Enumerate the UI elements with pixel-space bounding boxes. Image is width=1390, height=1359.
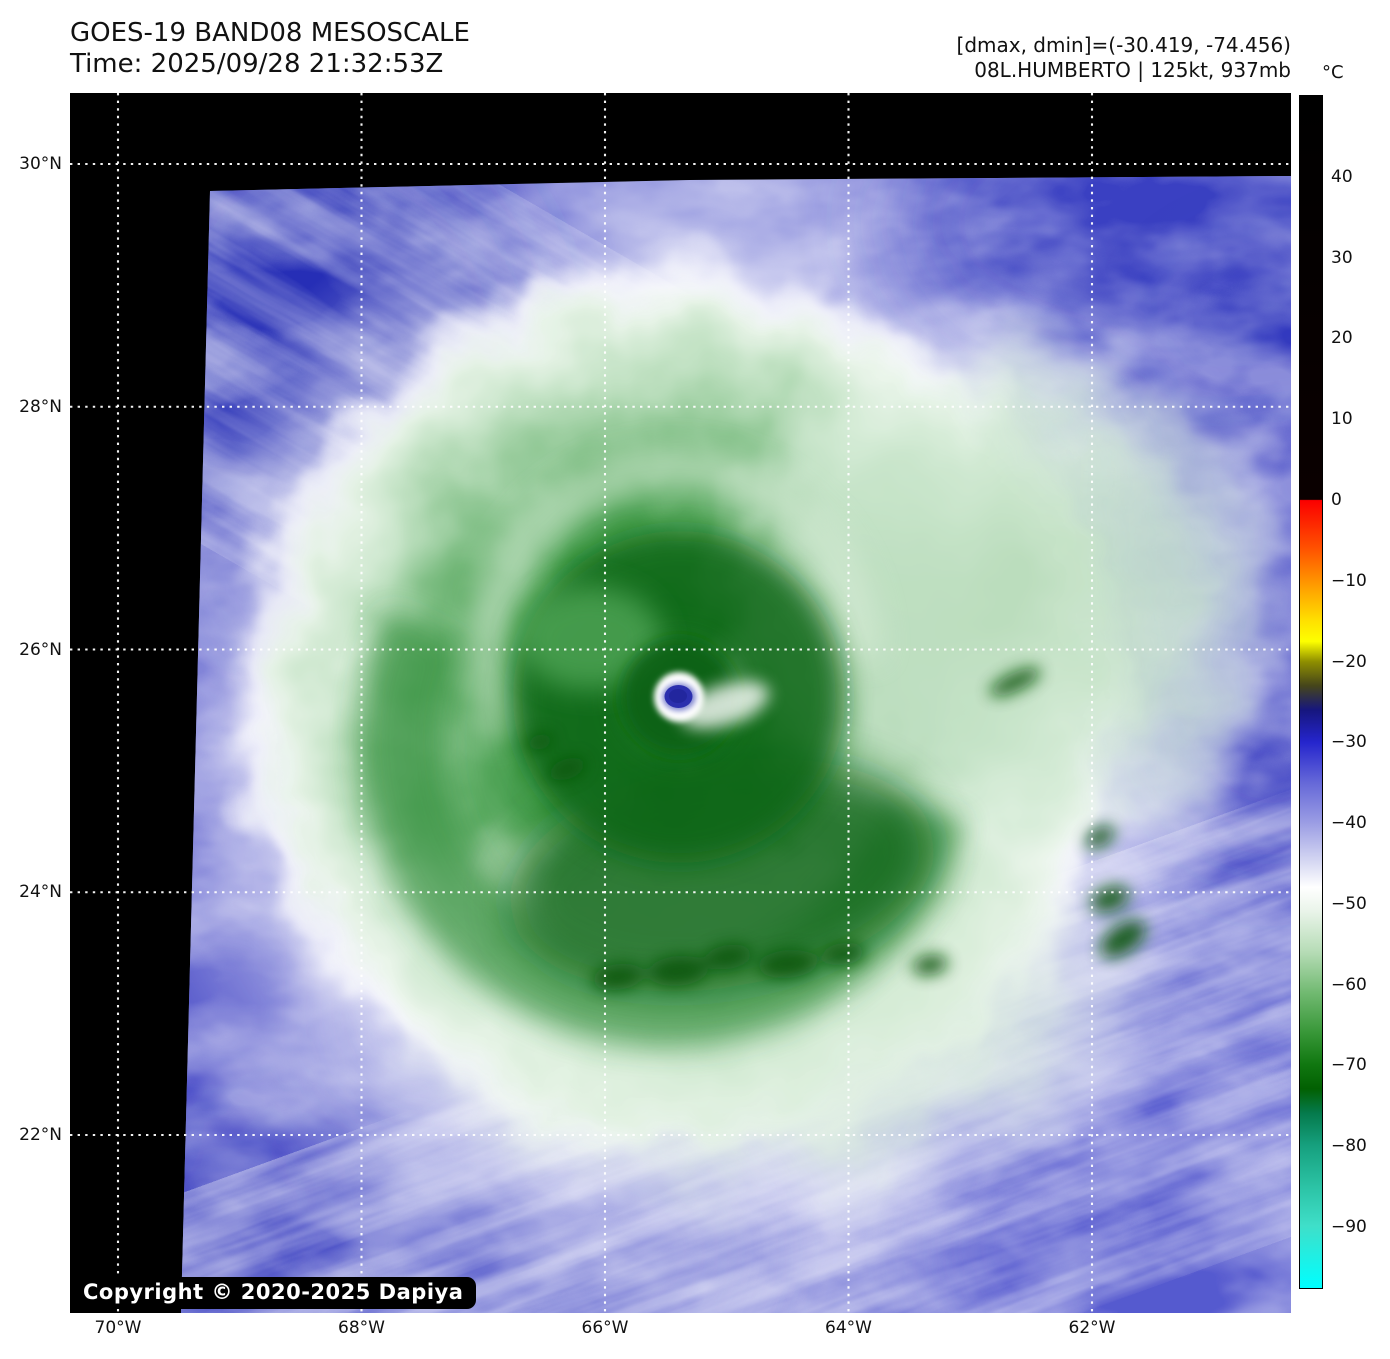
colorbar-tick-40: 40: [1331, 166, 1353, 187]
colorbar-tick-20: 20: [1331, 328, 1353, 349]
dmax-dmin-annotation: [dmax, dmin]=(-30.419, -74.456): [956, 33, 1291, 57]
colorbar-tick-minus20: −20: [1331, 651, 1367, 672]
lon-label-66w: 66°W: [581, 1318, 629, 1338]
colorbar-tick-minus30: −30: [1331, 732, 1367, 753]
lon-label-68w: 68°W: [338, 1318, 385, 1338]
product-time: Time: 2025/09/28 21:32:53Z: [70, 49, 444, 79]
colorbar-tick-minus90: −90: [1331, 1216, 1367, 1237]
storm-info-annotation: 08L.HUMBERTO | 125kt, 937mb: [974, 58, 1291, 82]
colorbar-tick-minus60: −60: [1331, 974, 1367, 995]
colorbar-tick-minus70: −70: [1331, 1055, 1367, 1076]
colorbar-tick-0: 0: [1331, 490, 1342, 510]
colorbar-tick-minus10: −10: [1331, 570, 1367, 591]
lon-label-62w: 62°W: [1068, 1318, 1116, 1338]
colorbar-unit-label: °C: [1322, 62, 1344, 83]
product-title: GOES-19 BAND08 MESOSCALE: [70, 18, 470, 48]
lat-label-28n: 28°N: [19, 396, 62, 417]
satellite-image: [70, 93, 1291, 1313]
map-area: Copyright © 2020-2025 Dapiya: [70, 93, 1291, 1313]
colorbar-tick-minus80: −80: [1331, 1136, 1367, 1157]
satellite-swath: [181, 176, 1291, 1313]
colorbar-tick-10: 10: [1331, 409, 1353, 430]
product-annotations: [dmax, dmin]=(-30.419, -74.456) 08L.HUMB…: [700, 33, 1291, 83]
colorbar-tick-minus50: −50: [1331, 893, 1367, 914]
lon-label-70w: 70°W: [94, 1318, 142, 1338]
colorbar-tick-minus40: −40: [1331, 813, 1367, 834]
colorbar: [1299, 95, 1323, 1289]
copyright-badge: Copyright © 2020-2025 Dapiya: [72, 1277, 477, 1309]
convective-cells: [526, 667, 1146, 991]
gridlines: [70, 93, 1291, 1313]
lat-label-22n: 22°N: [19, 1125, 62, 1145]
lat-label-26n: 26°N: [19, 639, 62, 660]
lon-label-64w: 64°W: [825, 1318, 872, 1338]
hurricane-eye: [621, 639, 770, 755]
colorbar-tick-30: 30: [1331, 247, 1353, 268]
spiral-bands: [359, 447, 965, 1048]
lat-label-24n: 24°N: [19, 882, 62, 903]
lat-label-30n: 30°N: [19, 154, 62, 174]
